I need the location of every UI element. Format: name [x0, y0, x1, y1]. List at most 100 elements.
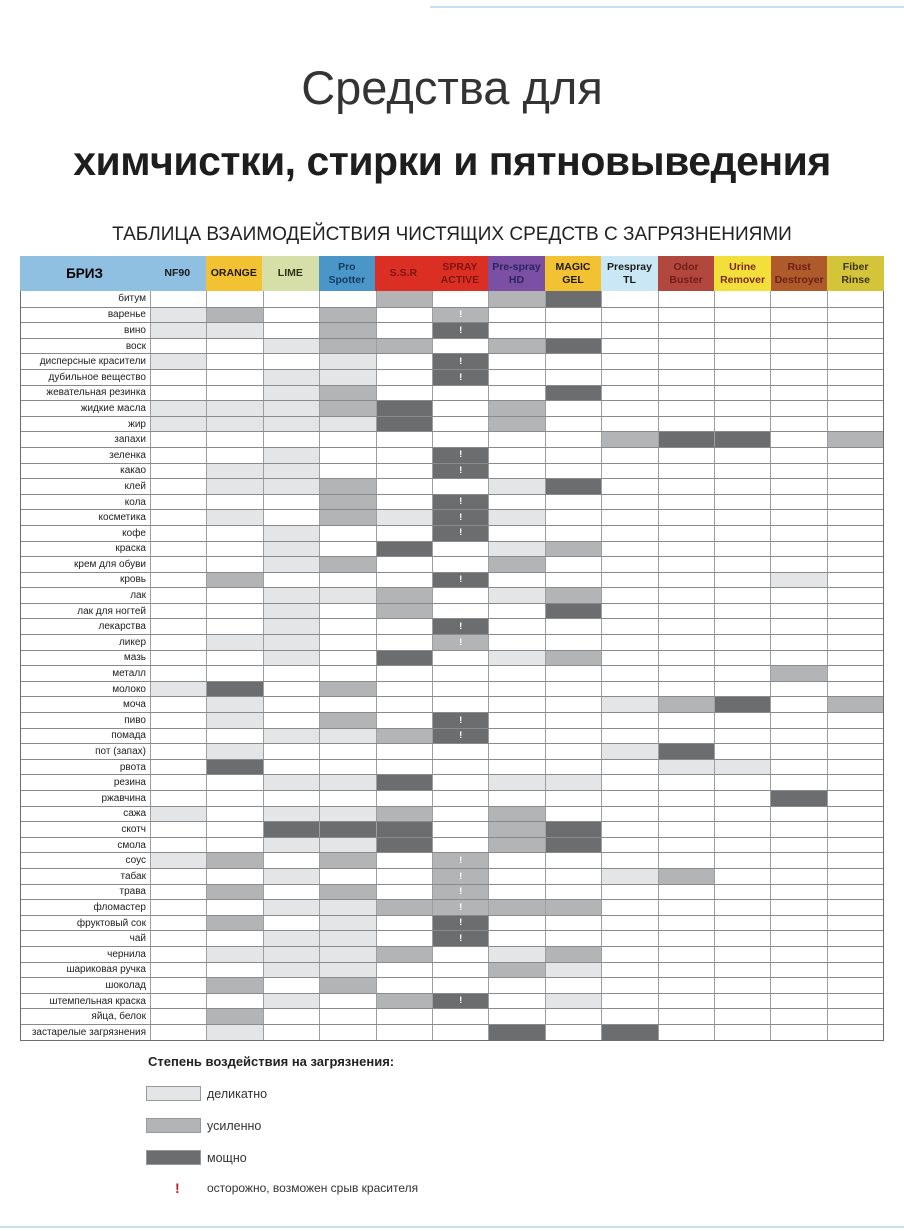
grid-cell	[206, 572, 263, 588]
grid-cell	[770, 619, 826, 635]
grid-cell	[262, 1024, 319, 1040]
grid-cell	[206, 416, 263, 432]
grid-cell	[488, 775, 545, 790]
grid-cell	[713, 993, 770, 1009]
table-row: крем для обуви	[21, 556, 883, 572]
grid-cell	[544, 759, 601, 775]
grid-cell	[150, 681, 207, 697]
grid-cell	[713, 525, 770, 541]
grid-cell	[657, 978, 714, 993]
grid-cell	[544, 900, 602, 915]
legend-label-strong: усиленно	[207, 1119, 262, 1133]
grid-cell	[319, 775, 376, 790]
grid-cell	[319, 915, 376, 931]
table-row: кола!	[21, 493, 883, 510]
grid-cell	[375, 884, 432, 900]
grid-cell	[319, 806, 376, 822]
grid-cell	[544, 557, 601, 572]
grid-cell	[431, 541, 488, 557]
row-label: какао	[120, 465, 146, 477]
table-body: битум варенье! вино! воск дисперсные красите…	[20, 291, 884, 1041]
grid-cell	[262, 728, 320, 744]
grid-cell	[262, 806, 320, 822]
row-label: ликер	[118, 636, 146, 648]
grid-cell	[713, 868, 770, 884]
row-label: металл	[112, 668, 146, 680]
grid-cell	[826, 978, 883, 993]
grid-cell	[206, 401, 263, 416]
grid-cell	[826, 666, 883, 681]
grid-cell	[544, 1009, 601, 1024]
grid-cell	[150, 525, 206, 541]
grid-cell	[150, 385, 206, 401]
grid-cell	[713, 432, 771, 447]
grid-cell	[713, 588, 770, 603]
table-row: чернила	[21, 945, 883, 962]
grid-cell	[206, 510, 263, 525]
grid-cell	[770, 323, 826, 338]
grid-cell	[375, 525, 432, 541]
table-row: рвота	[21, 758, 883, 775]
grid-cell	[544, 681, 601, 697]
table-row: какао!	[21, 462, 883, 479]
grid-cell	[150, 603, 206, 619]
grid-cell	[770, 603, 826, 619]
grid-cell	[488, 650, 545, 666]
grid-cell	[150, 837, 206, 853]
grid-cell	[431, 416, 488, 432]
grid-cell: !	[431, 713, 489, 728]
grid-cell	[488, 993, 544, 1009]
grid-cell	[431, 401, 488, 416]
table-row: лак для ногтей	[21, 602, 883, 619]
grid-cell	[770, 713, 826, 728]
grid-cell	[319, 837, 376, 853]
header-cell-0: NF90	[149, 256, 206, 291]
grid-cell	[319, 416, 376, 432]
header-cell-2: LIME	[262, 256, 319, 291]
grid-cell: !	[431, 307, 489, 323]
row-label: ржавчина	[101, 792, 146, 804]
grid-cell	[262, 868, 320, 884]
legend-warning-text: осторожно, возможен срыв красителя	[207, 1181, 419, 1195]
grid-cell	[319, 572, 375, 588]
grid-cell	[206, 931, 262, 946]
grid-cell	[488, 510, 545, 525]
grid-cell	[206, 1024, 263, 1040]
grid-cell	[431, 1024, 488, 1040]
grid-cell	[713, 759, 771, 775]
grid-cell	[544, 728, 601, 744]
grid-cell	[770, 775, 826, 790]
grid-cell	[657, 463, 714, 479]
grid-cell	[544, 307, 601, 323]
table-row: ржавчина	[21, 790, 883, 806]
grid-cell	[319, 588, 376, 603]
table-row: штемпельная краска!	[21, 992, 883, 1009]
grid-cell	[601, 775, 657, 790]
grid-cell	[713, 697, 771, 713]
grid-cell	[206, 978, 263, 993]
grid-cell	[150, 822, 206, 837]
row-label: дисперсные красители	[39, 356, 146, 368]
grid-cell	[770, 884, 826, 900]
grid-cell	[713, 915, 770, 931]
grid-cell	[544, 868, 601, 884]
grid-cell	[544, 1024, 601, 1040]
grid-cell	[770, 650, 826, 666]
row-label: сажа	[123, 808, 146, 820]
grid-cell	[770, 541, 826, 557]
grid-cell	[488, 307, 544, 323]
grid-cell	[826, 323, 883, 338]
grid-cell	[657, 416, 714, 432]
grid-cell	[262, 338, 320, 354]
grid-cell	[713, 619, 770, 635]
grid-cell	[713, 744, 770, 759]
grid-cell	[488, 931, 544, 946]
grid-cell	[262, 650, 320, 666]
grid-cell	[544, 525, 601, 541]
grid-cell	[206, 557, 262, 572]
grid-cell	[206, 447, 262, 463]
grid-cell	[713, 354, 770, 369]
grid-cell	[262, 510, 319, 525]
grid-cell	[488, 868, 544, 884]
dye-warning-mark: !	[459, 355, 463, 367]
